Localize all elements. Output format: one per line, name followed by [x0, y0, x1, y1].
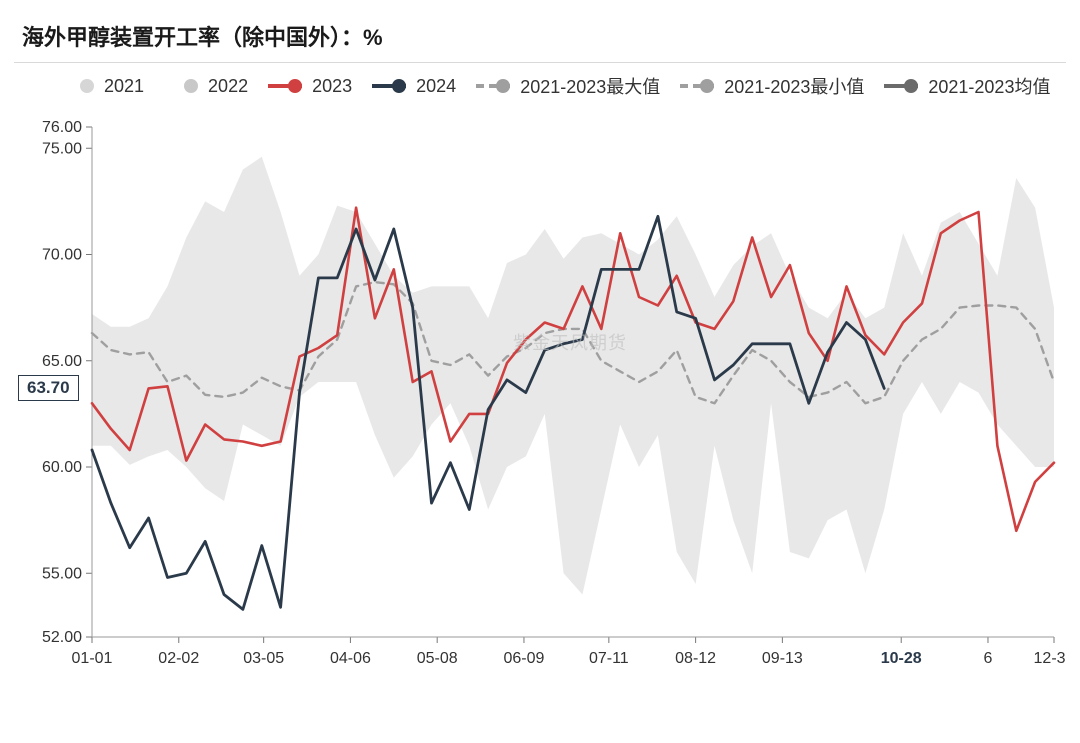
x-tick-label: 05-08: [417, 650, 458, 667]
x-tick-label: 02-02: [158, 650, 199, 667]
legend-label-2024: 2024: [416, 76, 456, 97]
legend-item-2022: 2022: [164, 76, 248, 97]
x-tick-label: 08-12: [675, 650, 716, 667]
range-band: [92, 157, 1054, 595]
watermark: 紫金天风期货: [513, 329, 627, 355]
x-tick-label: 09-13: [762, 650, 803, 667]
y-marker-label: 63.70: [18, 375, 79, 401]
y-tick-label: 52.00: [42, 629, 82, 646]
legend-item-avg: 2021-2023均值: [884, 73, 1050, 99]
dot-max: [496, 79, 510, 93]
chart-title: 海外甲醇装置开工率（除中国外）：%: [14, 16, 1066, 63]
y-tick-label: 65.00: [42, 353, 82, 370]
x-tick-label: 10-28: [881, 650, 922, 667]
y-tick-label: 55.00: [42, 565, 82, 582]
legend: 2021 2022 2023 2024 2021-2023最大值 2021-20…: [14, 63, 1066, 109]
y-tick-label: 76.00: [42, 119, 82, 136]
y-tick-label: 60.00: [42, 459, 82, 476]
x-tick-label: 06-09: [503, 650, 544, 667]
legend-item-2024: 2024: [372, 76, 456, 97]
legend-label-2021: 2021: [104, 76, 144, 97]
chart-area: 52.00 55.00 60.00 65.00 70.00 75.00 76.00 01-01…: [14, 109, 1066, 679]
x-tick-label: 6: [984, 650, 993, 667]
legend-label-2022: 2022: [208, 76, 248, 97]
dot-2021: [80, 79, 94, 93]
dot-2024: [392, 79, 406, 93]
dot-2022: [184, 79, 198, 93]
x-tick-label: 07-11: [589, 650, 629, 667]
y-tick-label: 70.00: [42, 247, 82, 264]
legend-item-max: 2021-2023最大值: [476, 73, 660, 99]
legend-item-min: 2021-2023最小值: [680, 73, 864, 99]
legend-item-2021: 2021: [60, 76, 144, 97]
legend-label-max: 2021-2023最大值: [520, 73, 660, 99]
legend-label-2023: 2023: [312, 76, 352, 97]
x-tick-label: 12-31: [1034, 650, 1066, 667]
legend-label-avg: 2021-2023均值: [928, 73, 1050, 99]
dot-2023: [288, 79, 302, 93]
x-tick-label: 04-06: [330, 650, 371, 667]
dot-avg: [904, 79, 918, 93]
chart-svg: 52.00 55.00 60.00 65.00 70.00 75.00 76.00 01-01…: [14, 109, 1066, 679]
y-tick-label: 75.00: [42, 140, 82, 157]
legend-label-min: 2021-2023最小值: [724, 73, 864, 99]
x-tick-label: 03-05: [243, 650, 284, 667]
dot-min: [700, 79, 714, 93]
legend-item-2023: 2023: [268, 76, 352, 97]
x-tick-label: 01-01: [72, 650, 113, 667]
